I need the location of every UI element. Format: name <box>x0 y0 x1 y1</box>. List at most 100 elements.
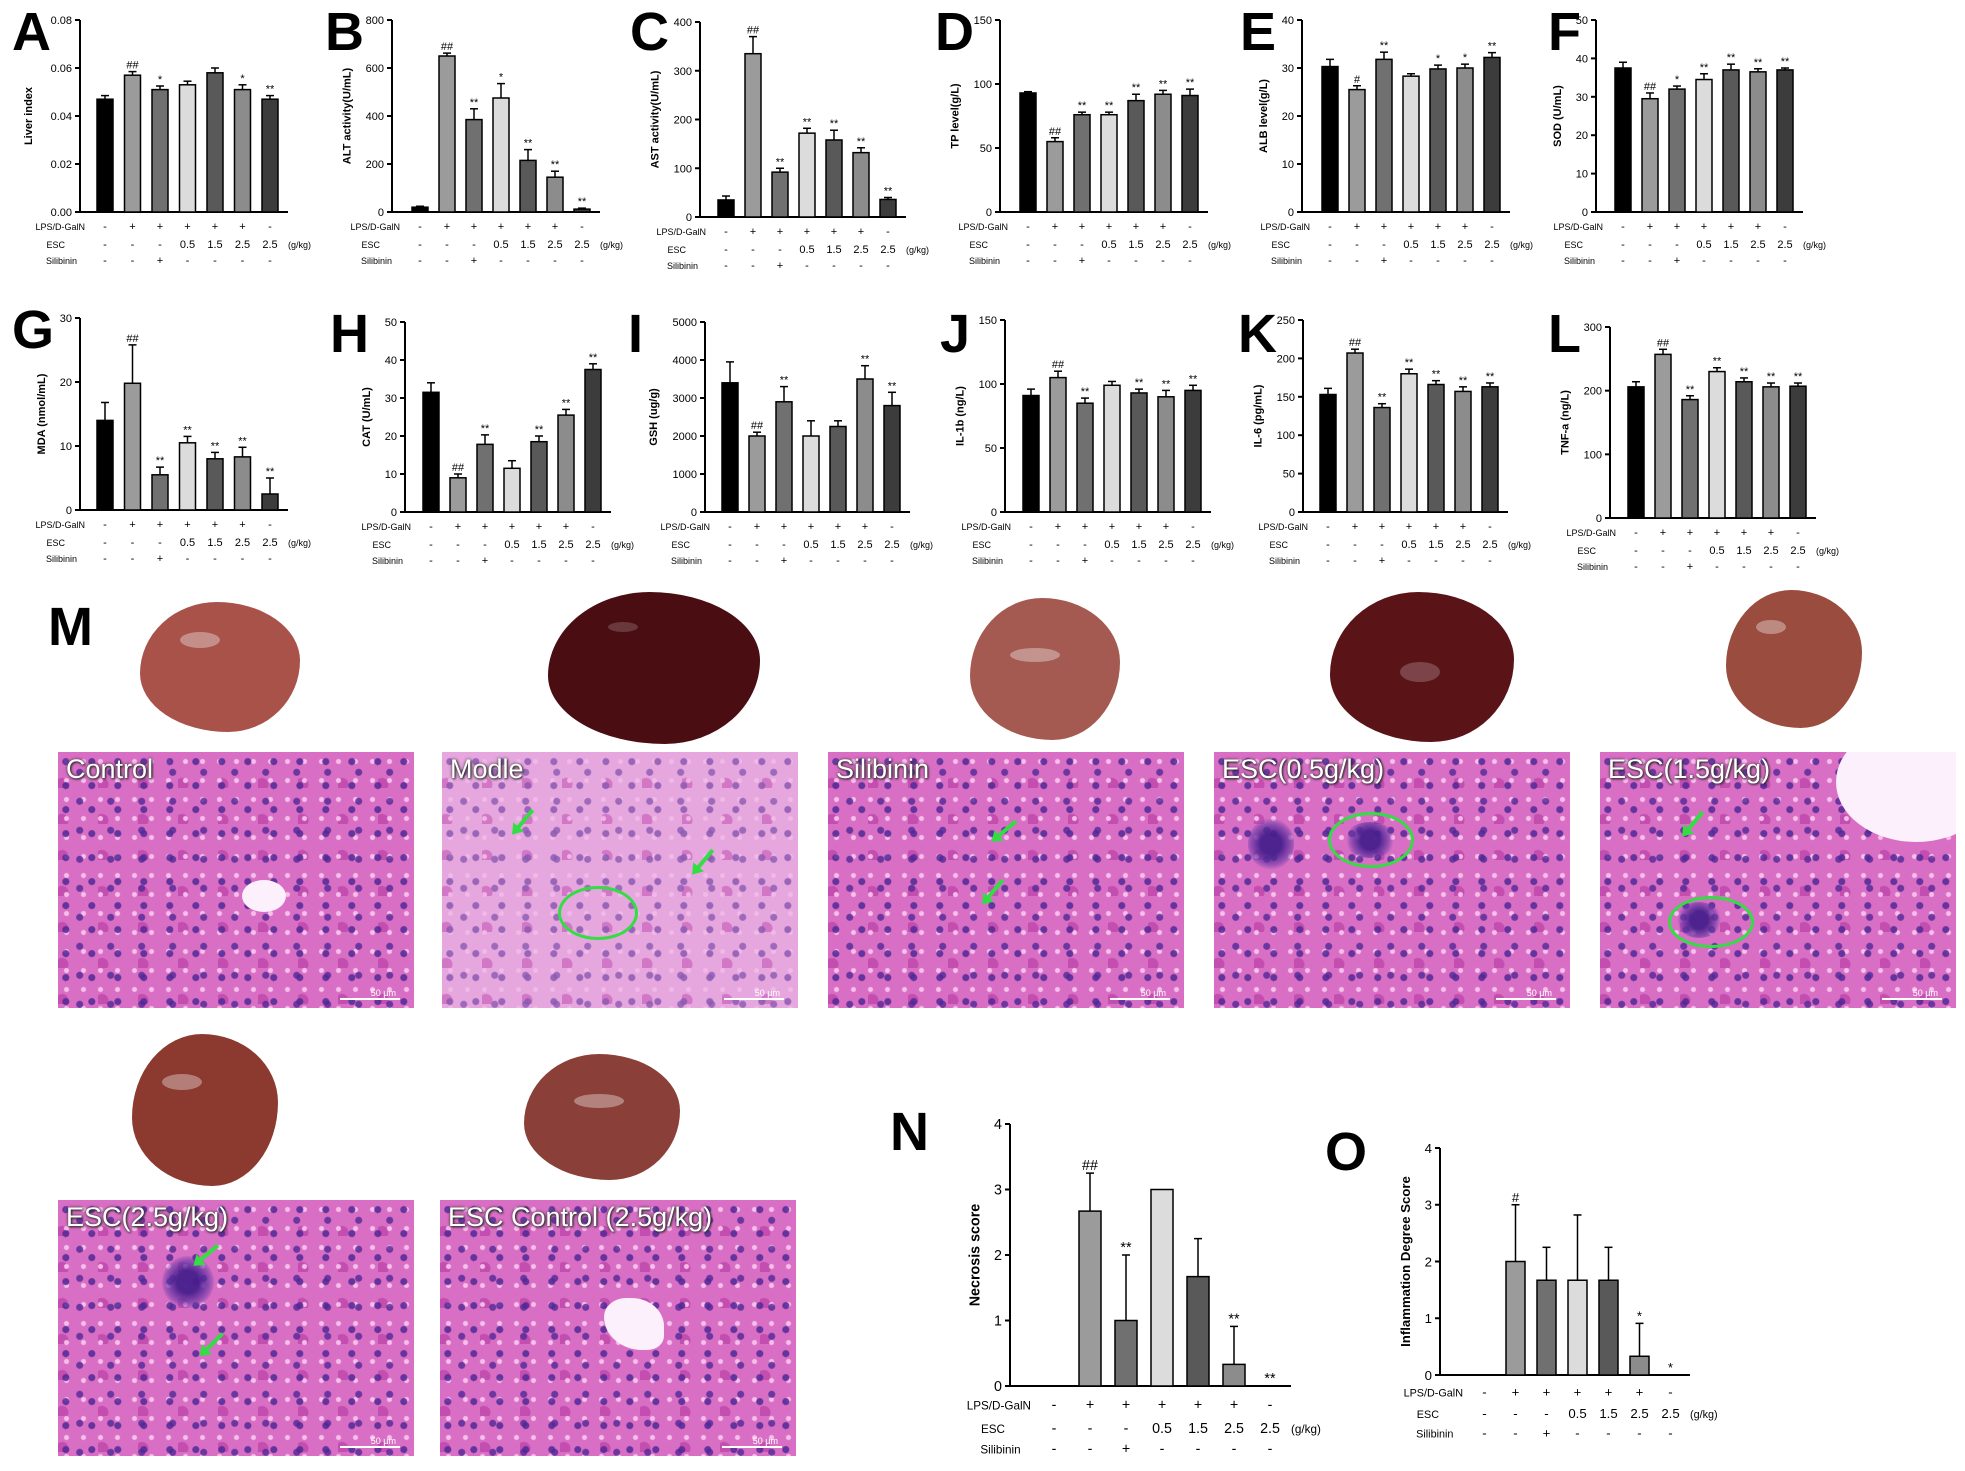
bar-i <box>829 425 847 513</box>
bar-a <box>178 84 197 213</box>
treatment-esc-value-d: 1.5 <box>1128 239 1143 251</box>
treatment-esc-value-l: - <box>1661 545 1665 557</box>
significance-label-h: ** <box>481 423 490 435</box>
bar-f <box>1776 69 1794 213</box>
y-tick-label-e: 0 <box>1288 207 1294 219</box>
treatment-lps-value-f: + <box>1674 221 1680 233</box>
y-tick-label-b: 200 <box>366 159 384 171</box>
significance-label-k: ** <box>1378 392 1387 404</box>
treatment-silibinin-value-e: - <box>1490 255 1494 267</box>
treatment-label-esc-e: ESC <box>1271 240 1290 250</box>
treatment-label-lps-k: LPS/D-GalN <box>1258 522 1308 532</box>
treatment-silibinin-value-h: - <box>510 555 514 567</box>
treatment-silibinin-value-j: - <box>1137 555 1141 567</box>
treatment-silibinin-value-n: + <box>1122 1442 1130 1458</box>
y-tick-label-e: 30 <box>1282 63 1294 75</box>
significance-label-e: * <box>1463 52 1468 64</box>
liver-photo-silibinin <box>970 598 1120 740</box>
y-tick-label-h: 0 <box>391 507 397 519</box>
panel-letter-c: C <box>630 2 669 62</box>
significance-label-l: ** <box>1686 384 1695 396</box>
y-axis-label-c: AST activity(U/mL) <box>650 70 662 168</box>
y-tick-label-a: 0.04 <box>51 111 72 123</box>
y-tick-label-c: 400 <box>674 17 692 29</box>
histology-label-silibinin: Silibinin <box>836 754 930 784</box>
treatment-silibinin-value-c: - <box>859 260 863 272</box>
significance-label-h: ** <box>535 424 544 436</box>
bar-b <box>492 97 510 213</box>
treatment-lps-value-g: + <box>157 519 163 531</box>
treatment-silibinin-value-l: + <box>1687 561 1693 573</box>
treatment-lps-value-b: + <box>525 221 531 233</box>
bar-d <box>1100 113 1118 213</box>
bar-f <box>1668 88 1686 213</box>
significance-label-b: * <box>499 72 504 84</box>
treatment-lps-value-g: + <box>239 519 245 531</box>
treatment-lps-value-k: + <box>1460 521 1466 533</box>
treatment-silibinin-value-k: - <box>1407 555 1411 567</box>
treatment-esc-value-e: 0.5 <box>1403 239 1418 251</box>
histology-model: Modle 50 μm <box>442 752 798 1008</box>
significance-label-n: ** <box>1264 1371 1276 1387</box>
treatment-lps-value-h: + <box>482 521 488 533</box>
treatment-lps-value-g: + <box>184 519 190 531</box>
y-tick-label-k: 200 <box>1277 353 1295 365</box>
significance-label-i: ** <box>780 375 789 387</box>
treatment-silibinin-value-f: + <box>1674 255 1680 267</box>
panel-letter-b: B <box>325 2 364 62</box>
significance-label-o: * <box>1668 1360 1673 1375</box>
histology-label-esc-1-5: ESC(1.5g/kg) <box>1608 754 1771 784</box>
significance-label-l: ** <box>1794 371 1803 383</box>
bar-c <box>879 198 897 218</box>
treatment-esc-value-i: - <box>728 539 732 551</box>
significance-label-i: ** <box>888 380 897 392</box>
y-tick-label-a: 0.00 <box>51 207 72 219</box>
treatment-lps-value-g: + <box>129 519 135 531</box>
treatment-silibinin-value-b: - <box>553 255 557 267</box>
treatment-label-esc-b: ESC <box>361 240 380 250</box>
treatment-lps-value-n: + <box>1158 1397 1166 1413</box>
treatment-label-lps-h: LPS/D-GalN <box>361 522 411 532</box>
treatment-silibinin-value-l: - <box>1634 561 1638 573</box>
treatment-silibinin-value-b: - <box>499 255 503 267</box>
inflammation-circle <box>558 886 638 940</box>
treatment-label-esc-i: ESC <box>671 540 690 550</box>
y-tick-label-k: 250 <box>1277 315 1295 327</box>
y-tick-label-l: 200 <box>1584 386 1602 398</box>
panel-letter-d: D <box>935 2 974 62</box>
treatment-label-lps-a: LPS/D-GalN <box>35 222 85 232</box>
treatment-lps-value-f: + <box>1728 221 1734 233</box>
y-tick-label-d: 0 <box>986 207 992 219</box>
treatment-unit-o: (g/kg) <box>1690 1409 1718 1421</box>
treatment-silibinin-value-h: - <box>564 555 568 567</box>
panel-letter-k: K <box>1238 304 1277 364</box>
treatment-silibinin-value-h: - <box>591 555 595 567</box>
treatment-esc-value-c: 1.5 <box>826 244 841 256</box>
treatment-lps-value-n: - <box>1268 1397 1273 1413</box>
treatment-esc-value-d: - <box>1026 239 1030 251</box>
treatment-label-silibinin-i: Silibinin <box>671 556 702 566</box>
treatment-silibinin-value-d: + <box>1079 255 1085 267</box>
bar-k <box>1481 386 1499 513</box>
treatment-esc-value-b: - <box>445 239 449 251</box>
treatment-unit-e: (g/kg) <box>1510 240 1533 250</box>
treatment-label-lps-g: LPS/D-GalN <box>35 520 85 530</box>
treatment-silibinin-value-k: - <box>1326 555 1330 567</box>
significance-label-j: ** <box>1162 378 1171 390</box>
bar-f <box>1641 97 1659 213</box>
panel-letter-h: H <box>330 304 369 364</box>
treatment-esc-value-o: 2.5 <box>1661 1406 1679 1421</box>
treatment-lps-value-f: + <box>1701 221 1707 233</box>
treatment-esc-value-i: 2.5 <box>857 539 872 551</box>
histology-label-esc-2-5: ESC(2.5g/kg) <box>66 1202 229 1232</box>
treatment-lps-value-i: + <box>808 521 814 533</box>
bar-a <box>233 88 252 213</box>
treatment-silibinin-value-e: - <box>1355 255 1359 267</box>
treatment-silibinin-value-c: - <box>751 260 755 272</box>
bar-o <box>1598 1279 1619 1376</box>
bar-d <box>1073 113 1091 213</box>
bar-c <box>798 132 816 218</box>
bar-g <box>178 442 197 511</box>
treatment-silibinin-value-e: - <box>1436 255 1440 267</box>
treatment-esc-value-g: - <box>103 537 107 549</box>
